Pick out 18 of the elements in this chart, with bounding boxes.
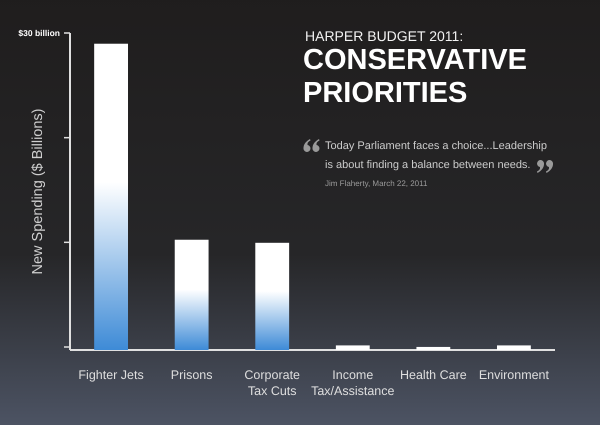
bar: [255, 242, 290, 350]
bar: [174, 240, 209, 350]
x-tick-label: Income Tax/Assistance: [311, 368, 395, 398]
x-tick-label: Corporate Tax Cuts: [244, 368, 300, 398]
x-tick-label: Fighter Jets: [78, 368, 144, 382]
y-axis-title: New Spending ($ Billions): [30, 108, 46, 275]
chart-subtitle: HARPER BUDGET 2011:: [305, 28, 464, 44]
x-tick-label: Prisons: [170, 368, 212, 382]
x-tick-label: Health Care: [400, 368, 467, 382]
x-tick-label: Environment: [478, 368, 550, 382]
bar: [416, 346, 450, 350]
bar: [94, 44, 128, 350]
bar: [336, 345, 370, 350]
annotation: Jim Flaherty, March 22, 2011: [325, 179, 428, 188]
annotation: Today Parliament faces a choice...Leadership is about finding a balance between needs.: [325, 140, 547, 171]
text: CONSERVATIVE PRIORITIES: [303, 44, 527, 109]
bar: [496, 345, 531, 350]
text: $30 billion: [18, 28, 60, 38]
